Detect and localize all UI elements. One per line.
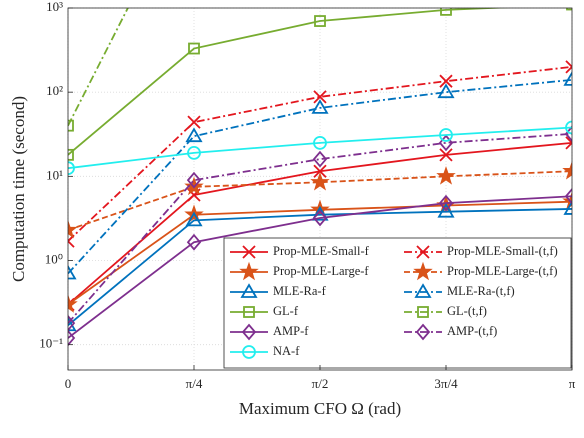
series-line: [68, 65, 572, 242]
legend-label: Prop-MLE-Large-(t,f): [447, 264, 558, 278]
marker: [68, 119, 74, 132]
marker: [311, 99, 329, 114]
marker: [186, 233, 202, 251]
marker: [68, 264, 77, 280]
marker: [565, 120, 572, 135]
legend-box: [223, 237, 572, 369]
marker: [187, 115, 201, 129]
marker: [562, 160, 572, 180]
series-line: [68, 78, 572, 275]
marker: [68, 329, 76, 347]
legend-label: NA-f: [273, 344, 300, 358]
marker: [563, 200, 572, 215]
x-tick-label: π: [569, 376, 576, 391]
marker: [564, 187, 572, 205]
y-tick-label: 10⁻¹: [39, 336, 63, 351]
legend-label: MLE-Ra-f: [273, 284, 327, 298]
marker: [68, 219, 78, 239]
marker: [68, 148, 74, 161]
marker: [313, 90, 327, 104]
series-line: [68, 208, 572, 326]
legend-marker: [413, 261, 433, 281]
marker: [185, 127, 203, 143]
legend-marker: [242, 245, 256, 259]
x-tick-label: π/4: [186, 376, 203, 391]
marker: [312, 150, 328, 168]
marker: [436, 166, 456, 185]
legend-marker: [416, 245, 430, 259]
marker: [440, 8, 452, 16]
marker: [565, 60, 572, 74]
marker: [439, 128, 453, 142]
y-tick-label: 10⁰: [45, 251, 63, 266]
legend-marker: [239, 261, 259, 281]
series-line: [68, 195, 572, 339]
legend-label: MLE-Ra-(t,f): [447, 284, 515, 298]
legend-label: AMP-(t,f): [447, 324, 497, 338]
legend-marker: [414, 283, 432, 298]
series-line: [68, 126, 572, 170]
marker: [68, 314, 76, 332]
legend-label: Prop-MLE-Small-(t,f): [447, 244, 558, 258]
legend-marker: [243, 306, 255, 318]
series-line: [68, 170, 572, 231]
x-tick-label: 3π/4: [434, 376, 458, 391]
legend-marker: [415, 323, 431, 341]
marker: [188, 42, 200, 55]
y-tick-label: 10²: [46, 83, 63, 98]
marker: [437, 83, 455, 99]
marker: [68, 316, 77, 332]
marker: [313, 164, 327, 178]
marker: [438, 194, 454, 212]
marker: [68, 234, 75, 248]
marker: [565, 136, 572, 150]
marker: [437, 202, 455, 218]
x-tick-label: 0: [65, 376, 72, 391]
legend-marker: [240, 283, 258, 298]
legend-marker: [241, 323, 257, 341]
series-line: [68, 132, 572, 324]
marker: [314, 15, 326, 27]
legend-marker: [417, 306, 429, 318]
marker: [185, 211, 203, 227]
y-axis-label: Computation time (second): [9, 96, 28, 282]
marker: [310, 172, 330, 191]
marker: [186, 171, 202, 189]
marker: [439, 148, 453, 162]
legend-label: Prop-MLE-Small-f: [273, 244, 370, 258]
marker: [312, 209, 328, 227]
y-tick-label: 10³: [46, 0, 63, 14]
y-tick-label: 10¹: [46, 167, 63, 182]
legend-label: AMP-f: [273, 324, 309, 338]
legend-marker: [242, 345, 256, 359]
marker: [439, 74, 453, 88]
marker: [563, 71, 572, 86]
marker: [313, 135, 327, 150]
legend-label: GL-(t,f): [447, 304, 487, 318]
marker: [187, 145, 201, 160]
x-tick-label: π/2: [312, 376, 329, 391]
marker: [68, 161, 75, 176]
x-axis-label: Maximum CFO Ω (rad): [239, 399, 401, 418]
legend-label: GL-f: [273, 304, 299, 318]
marker: [68, 294, 78, 313]
legend-label: Prop-MLE-Large-f: [273, 264, 369, 278]
